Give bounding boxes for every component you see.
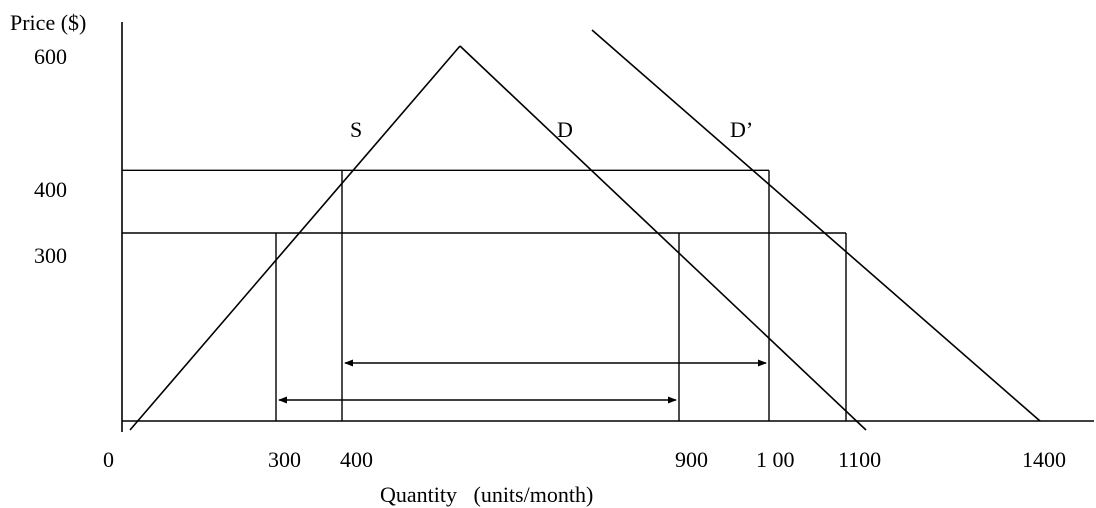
y-tick-300: 300 bbox=[34, 243, 67, 268]
x-tick-1000: 1 00 bbox=[756, 447, 795, 472]
series-label-d-prime: D’ bbox=[730, 117, 753, 142]
supply-curve-s bbox=[129, 45, 461, 431]
x-tick-900: 900 bbox=[675, 447, 708, 472]
x-tick-1100: 1100 bbox=[838, 447, 881, 472]
x-tick-400: 400 bbox=[340, 447, 373, 472]
x-axis-title: Quantity (units/month) bbox=[380, 482, 593, 507]
demand-curve-d-prime bbox=[591, 29, 1041, 422]
series-label-s: S bbox=[350, 117, 362, 142]
y-tick-400: 400 bbox=[34, 177, 67, 202]
y-tick-600: 600 bbox=[34, 44, 67, 69]
series-label-d: D bbox=[557, 117, 573, 142]
x-tick-1400: 1400 bbox=[1022, 447, 1066, 472]
x-tick-300: 300 bbox=[268, 447, 301, 472]
demand-curve-d bbox=[459, 45, 867, 431]
x-tick-0: 0 bbox=[103, 447, 114, 472]
y-axis-title: Price ($) bbox=[10, 10, 86, 35]
